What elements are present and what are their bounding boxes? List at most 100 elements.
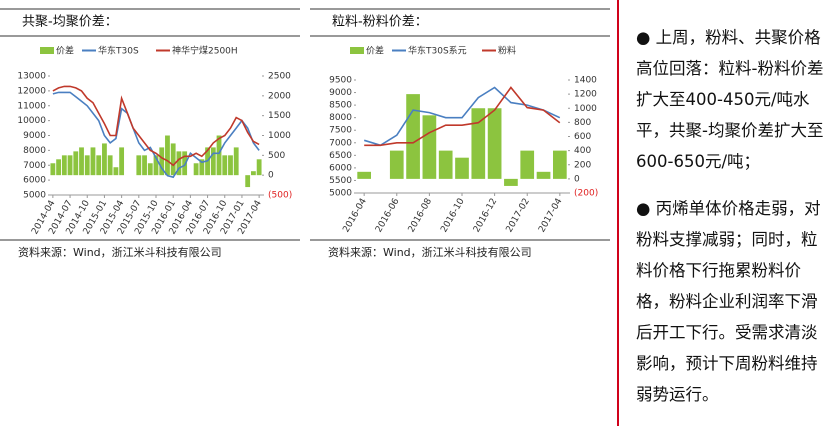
bar bbox=[422, 115, 437, 179]
x-tick-label: 2016-12 bbox=[472, 197, 499, 235]
y2-tick-label: 2000 bbox=[268, 91, 291, 101]
y-tick-label: 6000 bbox=[23, 176, 46, 186]
bar bbox=[438, 150, 453, 179]
legend-label: 粉料 bbox=[498, 45, 516, 57]
y-tick-label: 6500 bbox=[329, 151, 352, 161]
bar bbox=[67, 155, 73, 176]
legend-label: 神华宁煤2500H bbox=[172, 45, 238, 57]
x-tick-label: 2017-04 bbox=[537, 197, 565, 235]
y2-tick-label: 0 bbox=[574, 174, 580, 184]
x-tick-label: 2016-04 bbox=[341, 197, 369, 235]
bar bbox=[552, 150, 567, 179]
legend-label: 价差 bbox=[366, 45, 384, 57]
commentary: 上周，粉料、共聚价格高位回落：粒料-粉料价差扩大至400-450元/吨水平，共聚… bbox=[636, 22, 830, 426]
y-tick-label: 12000 bbox=[17, 86, 46, 96]
y2-tick-label: 1400 bbox=[574, 76, 597, 86]
y2-tick-label: 500 bbox=[268, 151, 285, 161]
x-tick-label: 2017-02 bbox=[505, 197, 532, 235]
bar bbox=[471, 108, 486, 179]
bar bbox=[56, 159, 62, 176]
legend-swatch bbox=[350, 47, 364, 54]
legend-label: 华东T30S系元 bbox=[408, 45, 467, 57]
bar bbox=[153, 155, 159, 176]
bar bbox=[119, 147, 125, 176]
y2-tick-label: (200) bbox=[574, 189, 598, 199]
bar bbox=[256, 159, 262, 176]
bar bbox=[136, 155, 142, 176]
bar bbox=[210, 147, 216, 176]
y-tick-label: 8000 bbox=[329, 113, 352, 123]
bar bbox=[228, 155, 233, 176]
y2-tick-label: 200 bbox=[574, 160, 591, 170]
y-tick-label: 5000 bbox=[329, 189, 352, 199]
line bbox=[52, 85, 260, 167]
y-tick-label: 11000 bbox=[17, 101, 46, 111]
y-tick-label: 9000 bbox=[23, 131, 46, 141]
y-tick-label: 10000 bbox=[17, 116, 46, 126]
bar bbox=[79, 147, 84, 176]
y2-tick-label: 1200 bbox=[574, 90, 597, 100]
y2-tick-label: 2500 bbox=[268, 72, 291, 82]
bar bbox=[182, 151, 188, 176]
x-tick-label: 2016-06 bbox=[374, 197, 402, 235]
bar bbox=[142, 155, 147, 176]
y-tick-label: 8500 bbox=[329, 101, 352, 111]
y-tick-label: 9500 bbox=[329, 76, 352, 86]
bar bbox=[536, 171, 551, 179]
x-tick-label: 2016-08 bbox=[407, 197, 435, 235]
chart-title: 共聚-均聚价差： bbox=[22, 15, 118, 30]
line bbox=[364, 86, 561, 147]
y-tick-label: 7000 bbox=[23, 161, 46, 171]
bar bbox=[504, 178, 518, 186]
bar bbox=[176, 151, 182, 176]
bar bbox=[147, 163, 153, 176]
bar bbox=[73, 151, 79, 176]
line bbox=[52, 91, 260, 179]
y-tick-label: 8000 bbox=[23, 146, 46, 156]
y2-tick-label: 1000 bbox=[574, 104, 597, 114]
source: 资料来源：Wind，浙江米斗科技有限公司 bbox=[328, 245, 532, 259]
y2-tick-label: 400 bbox=[574, 146, 591, 156]
bar bbox=[165, 135, 170, 176]
y-tick-label: 5500 bbox=[329, 176, 352, 186]
y-tick-label: 9000 bbox=[329, 88, 352, 98]
bar bbox=[455, 157, 469, 179]
bar bbox=[245, 175, 251, 188]
bar bbox=[90, 147, 96, 176]
bar bbox=[520, 150, 535, 179]
bullet: 上周，粉料、共聚价格高位回落：粒料-粉料价差扩大至400-450元/吨水平，共聚… bbox=[636, 22, 830, 177]
y2-tick-label: 0 bbox=[268, 171, 274, 181]
bar bbox=[487, 108, 502, 179]
bar bbox=[233, 147, 239, 176]
bar bbox=[193, 163, 199, 176]
chart-title: 粒料-粉料价差： bbox=[332, 15, 428, 30]
y-tick-label: 7500 bbox=[329, 126, 352, 136]
legend-label: 华东T30S bbox=[98, 45, 139, 57]
bar bbox=[199, 159, 205, 176]
bar bbox=[61, 155, 67, 176]
y2-tick-label: 1500 bbox=[268, 111, 291, 121]
bar bbox=[50, 163, 56, 176]
legend-swatch bbox=[40, 47, 54, 54]
y2-tick-label: 1000 bbox=[268, 131, 291, 141]
y-tick-label: 13000 bbox=[17, 72, 46, 82]
legend-label: 价差 bbox=[56, 45, 74, 57]
y-tick-label: 6000 bbox=[329, 163, 352, 173]
source: 资料来源：Wind，浙江米斗科技有限公司 bbox=[18, 245, 222, 259]
bar bbox=[222, 155, 228, 176]
y2-tick-label: 800 bbox=[574, 118, 591, 128]
line bbox=[363, 86, 561, 147]
y2-tick-label: (500) bbox=[268, 191, 292, 201]
bar bbox=[159, 147, 165, 176]
bar bbox=[216, 135, 222, 176]
bar bbox=[107, 155, 113, 176]
bar bbox=[357, 171, 372, 179]
bar bbox=[170, 143, 176, 176]
bar bbox=[113, 167, 119, 176]
x-tick-label: 2016-10 bbox=[439, 197, 467, 235]
bullet: 丙烯单体价格走弱，对粉料支撑减弱；同时，粒料价格下行拖累粉料价格，粉料企业利润率… bbox=[636, 193, 830, 410]
y2-tick-label: 600 bbox=[574, 132, 591, 142]
bar bbox=[250, 171, 256, 176]
